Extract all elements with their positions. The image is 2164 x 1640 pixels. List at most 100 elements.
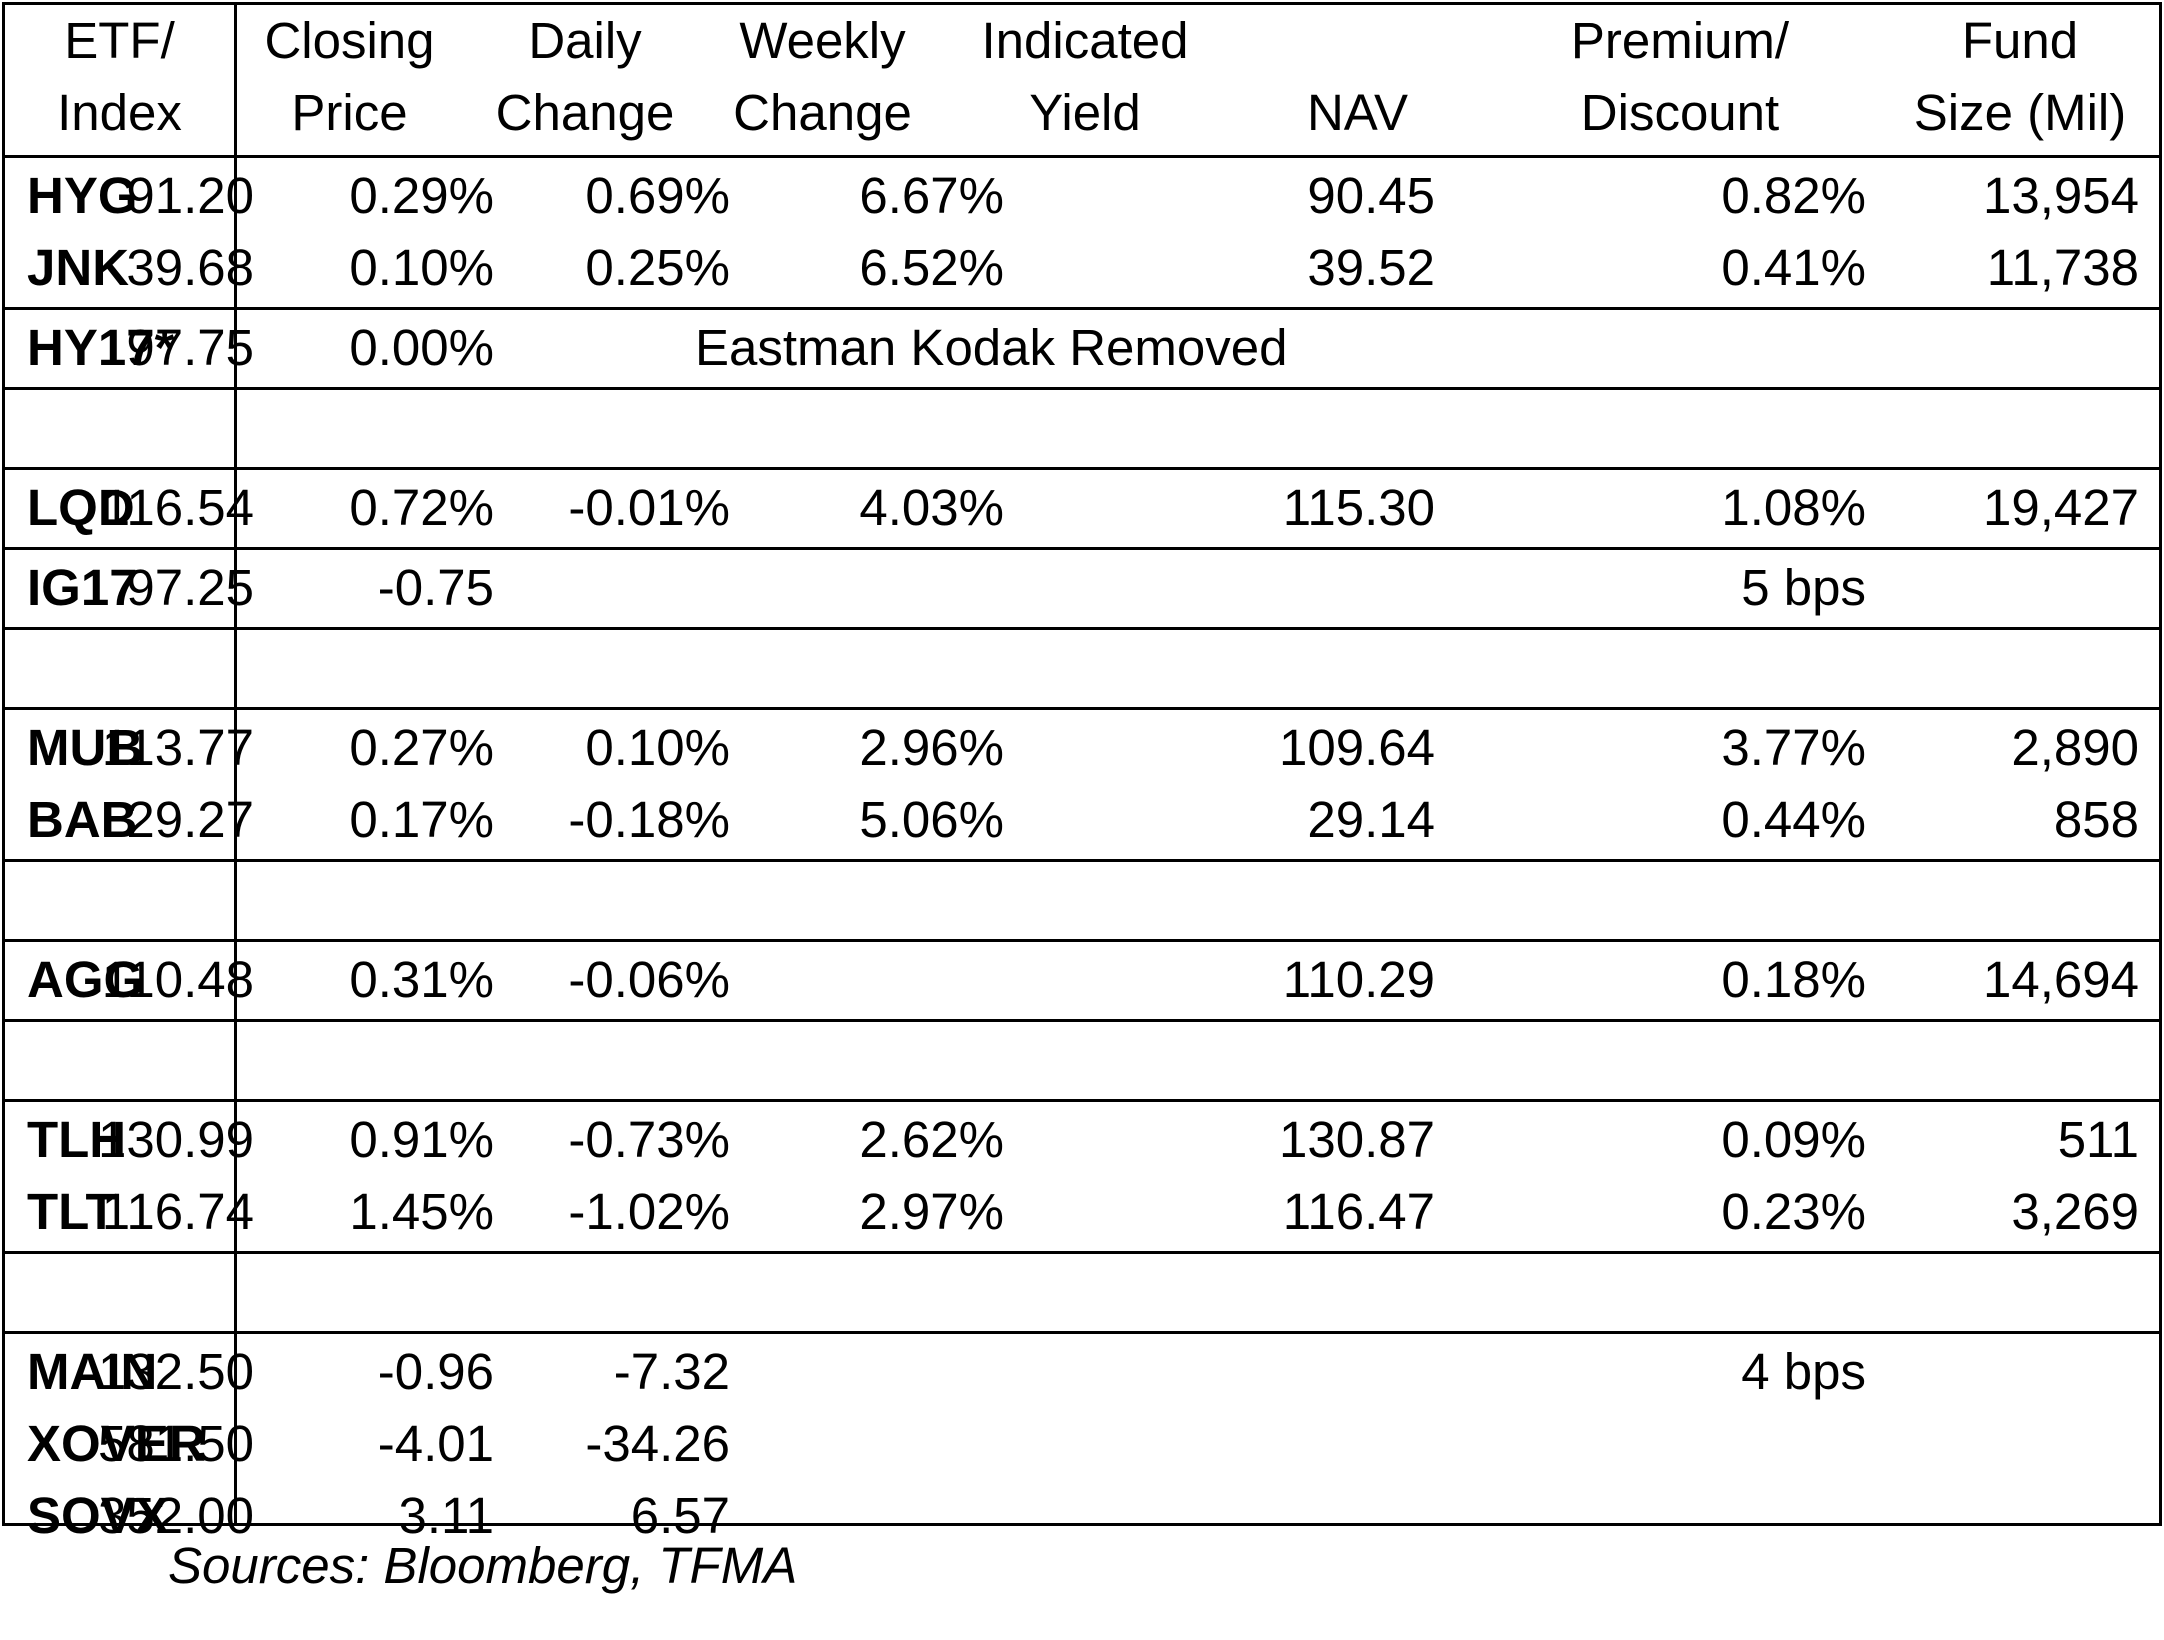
closing-price-cell: 116.74: [101, 1183, 254, 1240]
ticker-cell: SOVX: [27, 1487, 169, 1544]
nav-cell: 130.87: [1279, 1111, 1435, 1168]
daily-change-cell: -0.96: [377, 1343, 494, 1400]
daily-change-cell: 0.17%: [349, 791, 494, 848]
row-divider: [5, 547, 2159, 550]
daily-change-cell: -4.01: [377, 1415, 494, 1472]
column-header-line: [1230, 5, 1485, 77]
column-header: Indicated Yield: [940, 5, 1230, 155]
closing-price-cell: 29.27: [126, 791, 254, 848]
weekly-change-cell: 0.69%: [585, 167, 730, 224]
weekly-change-cell: -1.02%: [568, 1183, 730, 1240]
premium-discount-cell: 5 bps: [1741, 559, 1866, 616]
ticker-cell: HY17*: [27, 319, 175, 376]
table-row: IG17 97.25 -0.75 5 bps: [5, 552, 2159, 624]
daily-change-cell: 3.11: [398, 1487, 494, 1544]
table-row: MUB 113.77 0.27% 0.10% 2.96% 109.64 3.77% 2,890: [5, 712, 2159, 784]
premium-discount-cell: 0.41%: [1721, 239, 1866, 296]
table-row: SOVX 352.00 3.11 6.57: [5, 1480, 2159, 1552]
column-divider: [234, 5, 237, 1523]
table-row: BAB 29.27 0.17% -0.18% 5.06% 29.14 0.44% 858: [5, 784, 2159, 856]
indicated-yield-cell: 6.67%: [859, 167, 1004, 224]
closing-price-cell: 352.00: [98, 1487, 254, 1544]
column-header: Closing Price: [234, 5, 465, 155]
nav-cell: 39.52: [1307, 239, 1435, 296]
column-header-line: Size (Mil): [1913, 84, 2127, 141]
daily-change-cell: 0.27%: [349, 719, 494, 776]
column-header-line: Weekly: [739, 12, 906, 69]
row-divider: [5, 155, 2159, 158]
column-header-line: Change: [733, 84, 912, 141]
premium-discount-cell: 0.18%: [1721, 951, 1866, 1008]
indicated-yield-cell: 2.62%: [859, 1111, 1004, 1168]
fund-size-cell: 3,269: [2011, 1183, 2139, 1240]
weekly-change-cell: 0.25%: [585, 239, 730, 296]
nav-cell: 115.30: [1282, 479, 1435, 536]
nav-cell: 116.47: [1282, 1183, 1435, 1240]
weekly-change-cell: -0.01%: [568, 479, 730, 536]
column-header: Weekly Change: [705, 5, 940, 155]
fund-size-cell: 19,427: [1983, 479, 2139, 536]
ticker-cell: JNK: [27, 239, 130, 296]
weekly-change-cell: 6.57: [630, 1487, 730, 1544]
row-divider: [5, 627, 2159, 630]
ticker-cell: XOVER: [27, 1415, 206, 1472]
nav-cell: 90.45: [1307, 167, 1435, 224]
column-header-line: Closing: [264, 12, 435, 69]
column-header: NAV: [1230, 5, 1485, 155]
closing-price-cell: 113.77: [101, 719, 254, 776]
etf-index-table: ETF/Index Closing Price Daily Change Weekly Ch…: [2, 2, 2164, 1544]
table-row: XOVER 581.50 -4.01 -34.26: [5, 1408, 2159, 1480]
row-divider: [5, 1019, 2159, 1022]
daily-change-cell: 0.29%: [349, 167, 494, 224]
indicated-yield-cell: 5.06%: [859, 791, 1004, 848]
nav-cell: 29.14: [1307, 791, 1435, 848]
daily-change-cell: 0.72%: [349, 479, 494, 536]
weekly-change-cell: -0.73%: [568, 1111, 730, 1168]
fund-size-cell: 2,890: [2011, 719, 2139, 776]
daily-change-cell: -0.75: [377, 559, 494, 616]
daily-change-cell: 0.31%: [349, 951, 494, 1008]
closing-price-cell: 132.50: [98, 1343, 254, 1400]
closing-price-cell: 91.20: [126, 167, 254, 224]
nav-cell: 110.29: [1282, 951, 1435, 1008]
ticker-cell: HYG: [27, 167, 138, 224]
closing-price-cell: 39.68: [126, 239, 254, 296]
fund-size-cell: 11,738: [1986, 239, 2139, 296]
column-header: Daily Change: [465, 5, 705, 155]
fund-size-cell: 14,694: [1983, 951, 2139, 1008]
table-row: AGG 110.48 0.31% -0.06% 110.29 0.18% 14,694: [5, 944, 2159, 1016]
ticker-cell: TLT: [27, 1183, 117, 1240]
column-header-line: Discount: [1580, 84, 1780, 141]
fund-size-cell: 13,954: [1983, 167, 2139, 224]
column-header-line: Price: [291, 84, 408, 141]
column-header-line: Daily: [528, 12, 642, 69]
column-header: ETF/Index: [5, 5, 234, 155]
row-divider: [5, 1251, 2159, 1254]
column-header-line: Yield: [1029, 84, 1141, 141]
column-header-line: Premium/: [1570, 12, 1790, 69]
closing-price-cell: 116.54: [101, 479, 254, 536]
closing-price-cell: 581.50: [98, 1415, 254, 1472]
row-divider: [5, 307, 2159, 310]
premium-discount-cell: 1.08%: [1721, 479, 1866, 536]
indicated-yield-cell: 6.52%: [859, 239, 1004, 296]
column-header-line: Change: [495, 84, 675, 141]
indicated-yield-cell: 2.96%: [859, 719, 1004, 776]
ticker-cell: TLH: [27, 1111, 127, 1168]
column-header: Fund Size (Mil): [1875, 5, 2164, 155]
premium-discount-cell: 3.77%: [1721, 719, 1866, 776]
ticker-cell: AGG: [27, 951, 144, 1008]
weekly-change-cell: -34.26: [585, 1415, 730, 1472]
closing-price-cell: 97.25: [126, 559, 254, 616]
column-header-line: Index: [57, 84, 182, 141]
daily-change-cell: 0.00%: [349, 319, 494, 376]
ticker-cell: LQD: [27, 479, 135, 536]
closing-price-cell: 110.48: [101, 951, 254, 1008]
weekly-change-cell: -7.32: [613, 1343, 730, 1400]
column-header-line: Fund: [1961, 12, 2079, 69]
weekly-change-cell: -0.18%: [568, 791, 730, 848]
column-header: Premium/Discount: [1485, 5, 1875, 155]
weekly-change-cell: 0.10%: [585, 719, 730, 776]
row-note: Eastman Kodak Removed: [695, 319, 1288, 376]
premium-discount-cell: 4 bps: [1741, 1343, 1866, 1400]
